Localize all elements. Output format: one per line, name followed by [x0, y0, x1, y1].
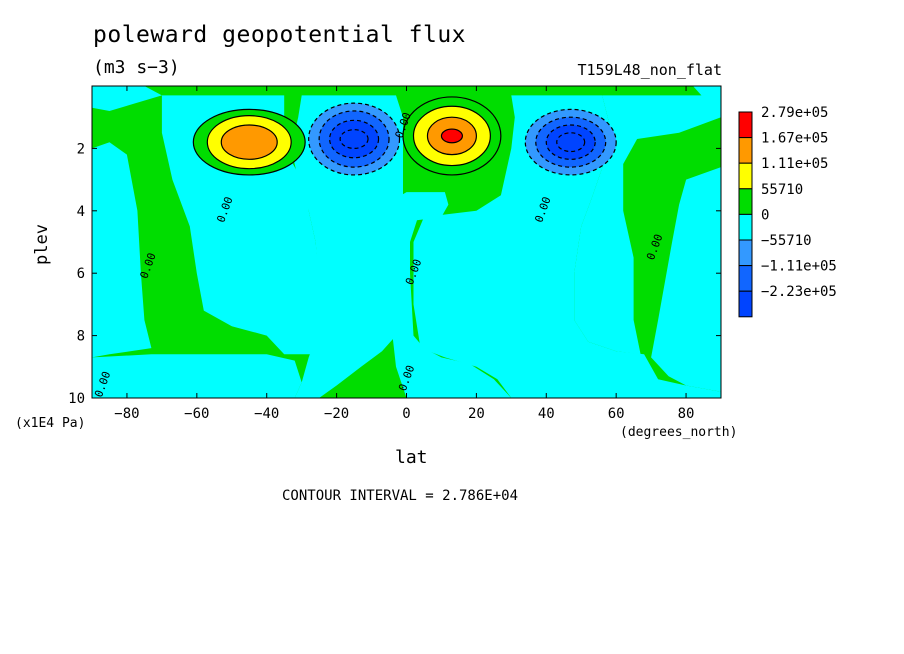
colorbar-label: 1.67e+05	[761, 131, 828, 147]
colorbar-label: −55710	[761, 233, 812, 249]
positive-contour-level	[440, 128, 464, 144]
experiment-label: T159L48_non_flat	[577, 61, 723, 79]
x-axis-units: (degrees_north)	[620, 425, 738, 440]
y-tick-label: 6	[77, 266, 85, 282]
negative-region	[92, 86, 162, 111]
x-tick-label: 60	[608, 406, 625, 422]
colorbar-swatch	[738, 162, 753, 190]
chart-title: poleward geopotential flux	[93, 22, 467, 48]
y-axis-label: plev	[32, 224, 52, 265]
colorbar-swatch	[738, 265, 753, 292]
colorbar-swatch	[738, 290, 753, 318]
x-tick-label: −60	[184, 406, 209, 422]
negative-region	[92, 354, 302, 398]
x-tick-label: 40	[538, 406, 555, 422]
negative-region	[693, 86, 721, 102]
negative-region	[574, 95, 721, 355]
negative-contour-level	[556, 132, 586, 153]
y-tick-label: 10	[68, 391, 85, 407]
x-tick-label: 20	[468, 406, 485, 422]
negative-contour-level	[339, 129, 369, 149]
x-tick-label: −40	[254, 406, 279, 422]
negative-region	[413, 95, 721, 398]
colorbar-swatch	[738, 111, 753, 139]
chart-units: (m3 s−3)	[93, 57, 180, 78]
colorbar-label: 1.11e+05	[761, 156, 828, 172]
colorbar-swatch	[738, 213, 753, 241]
colorbar-label: −2.23e+05	[761, 284, 837, 300]
colorbar-label: 2.79e+05	[761, 105, 828, 121]
negative-region	[364, 185, 379, 214]
colorbar-label: −1.11e+05	[761, 259, 837, 275]
x-tick-label: 0	[402, 406, 410, 422]
positive-contour-level	[220, 124, 278, 160]
x-tick-label: 80	[678, 406, 695, 422]
contour-field: 0.000.000.000.000.000.00 0.000.00	[92, 86, 721, 398]
colorbar-label: 55710	[761, 182, 803, 198]
colorbar-swatch	[738, 188, 753, 215]
negative-region	[651, 167, 721, 392]
y-tick-label: 2	[77, 141, 85, 157]
colorbar-label: 0	[761, 207, 769, 223]
colorbar-swatch	[738, 239, 753, 267]
negative-region	[92, 142, 152, 358]
y-tick-label: 4	[77, 204, 85, 220]
x-tick-label: −80	[114, 406, 139, 422]
y-tick-label: 8	[77, 329, 85, 345]
contour-interval-label: CONTOUR INTERVAL = 2.786E+04	[282, 488, 519, 504]
colorbar-swatch	[738, 137, 753, 164]
x-axis-label: lat	[395, 447, 428, 468]
x-tick-label: −20	[324, 406, 349, 422]
y-axis-units: (x1E4 Pa)	[15, 416, 86, 431]
